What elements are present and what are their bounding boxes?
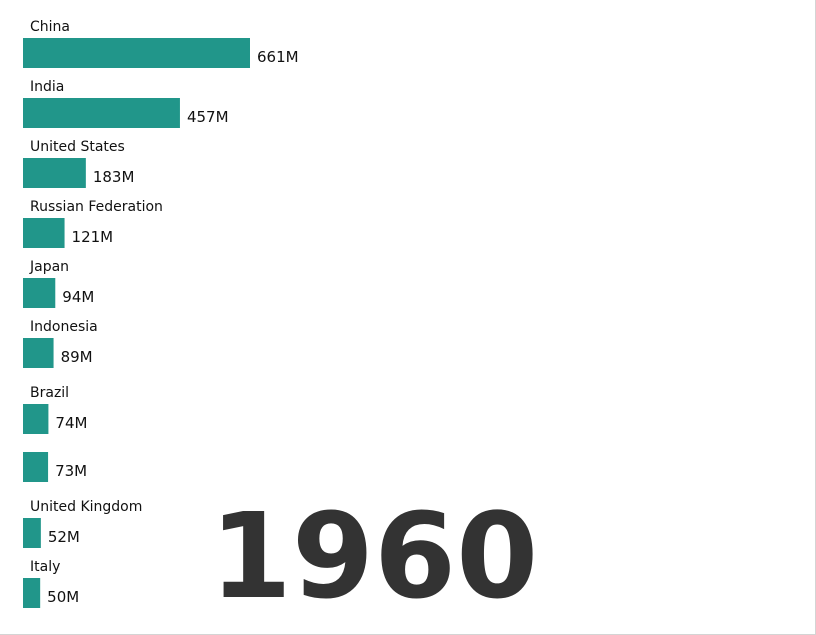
- category-label: Brazil: [30, 385, 69, 401]
- bars-layer: China 661M India 457M United States 183M Russi…: [23, 19, 299, 608]
- bar-group: India 457M: [23, 79, 229, 128]
- category-label: United Kingdom: [30, 499, 142, 515]
- value-label: 52M: [48, 528, 80, 546]
- value-label: 457M: [187, 108, 229, 126]
- bar: [23, 278, 56, 308]
- value-label: 50M: [47, 588, 79, 606]
- bar: [23, 452, 49, 482]
- bar-group: Italy 50M: [23, 559, 79, 608]
- bar-group: Russian Federation 121M: [23, 199, 163, 248]
- bar: [23, 404, 49, 434]
- bar: [23, 98, 180, 128]
- bar: [23, 38, 250, 68]
- bar: [23, 578, 41, 608]
- bar-group: China 661M: [23, 19, 299, 68]
- bar-group: Japan 94M: [23, 259, 94, 308]
- bar: [23, 518, 41, 548]
- bar: [23, 338, 54, 368]
- category-label: Indonesia: [30, 319, 98, 335]
- bar-group: 73M: [23, 452, 87, 482]
- bar-group: Brazil 74M: [23, 385, 87, 434]
- category-label: Russian Federation: [30, 199, 163, 215]
- value-label: 94M: [62, 288, 94, 306]
- category-label: United States: [30, 139, 125, 155]
- category-label: Italy: [30, 559, 60, 575]
- value-label: 121M: [72, 228, 114, 246]
- value-label: 183M: [93, 168, 135, 186]
- bar-group: Indonesia 89M: [23, 319, 98, 368]
- category-label: India: [30, 79, 64, 95]
- year-label: 1960: [210, 487, 538, 625]
- bar: [23, 158, 86, 188]
- category-label: Japan: [29, 259, 69, 275]
- value-label: 89M: [61, 348, 93, 366]
- bar: [23, 218, 65, 248]
- bar-group: United States 183M: [23, 139, 134, 188]
- value-label: 661M: [257, 48, 299, 66]
- category-label: China: [30, 19, 70, 35]
- value-label: 73M: [55, 462, 87, 480]
- bar-group: United Kingdom 52M: [23, 499, 142, 548]
- value-label: 74M: [55, 414, 87, 432]
